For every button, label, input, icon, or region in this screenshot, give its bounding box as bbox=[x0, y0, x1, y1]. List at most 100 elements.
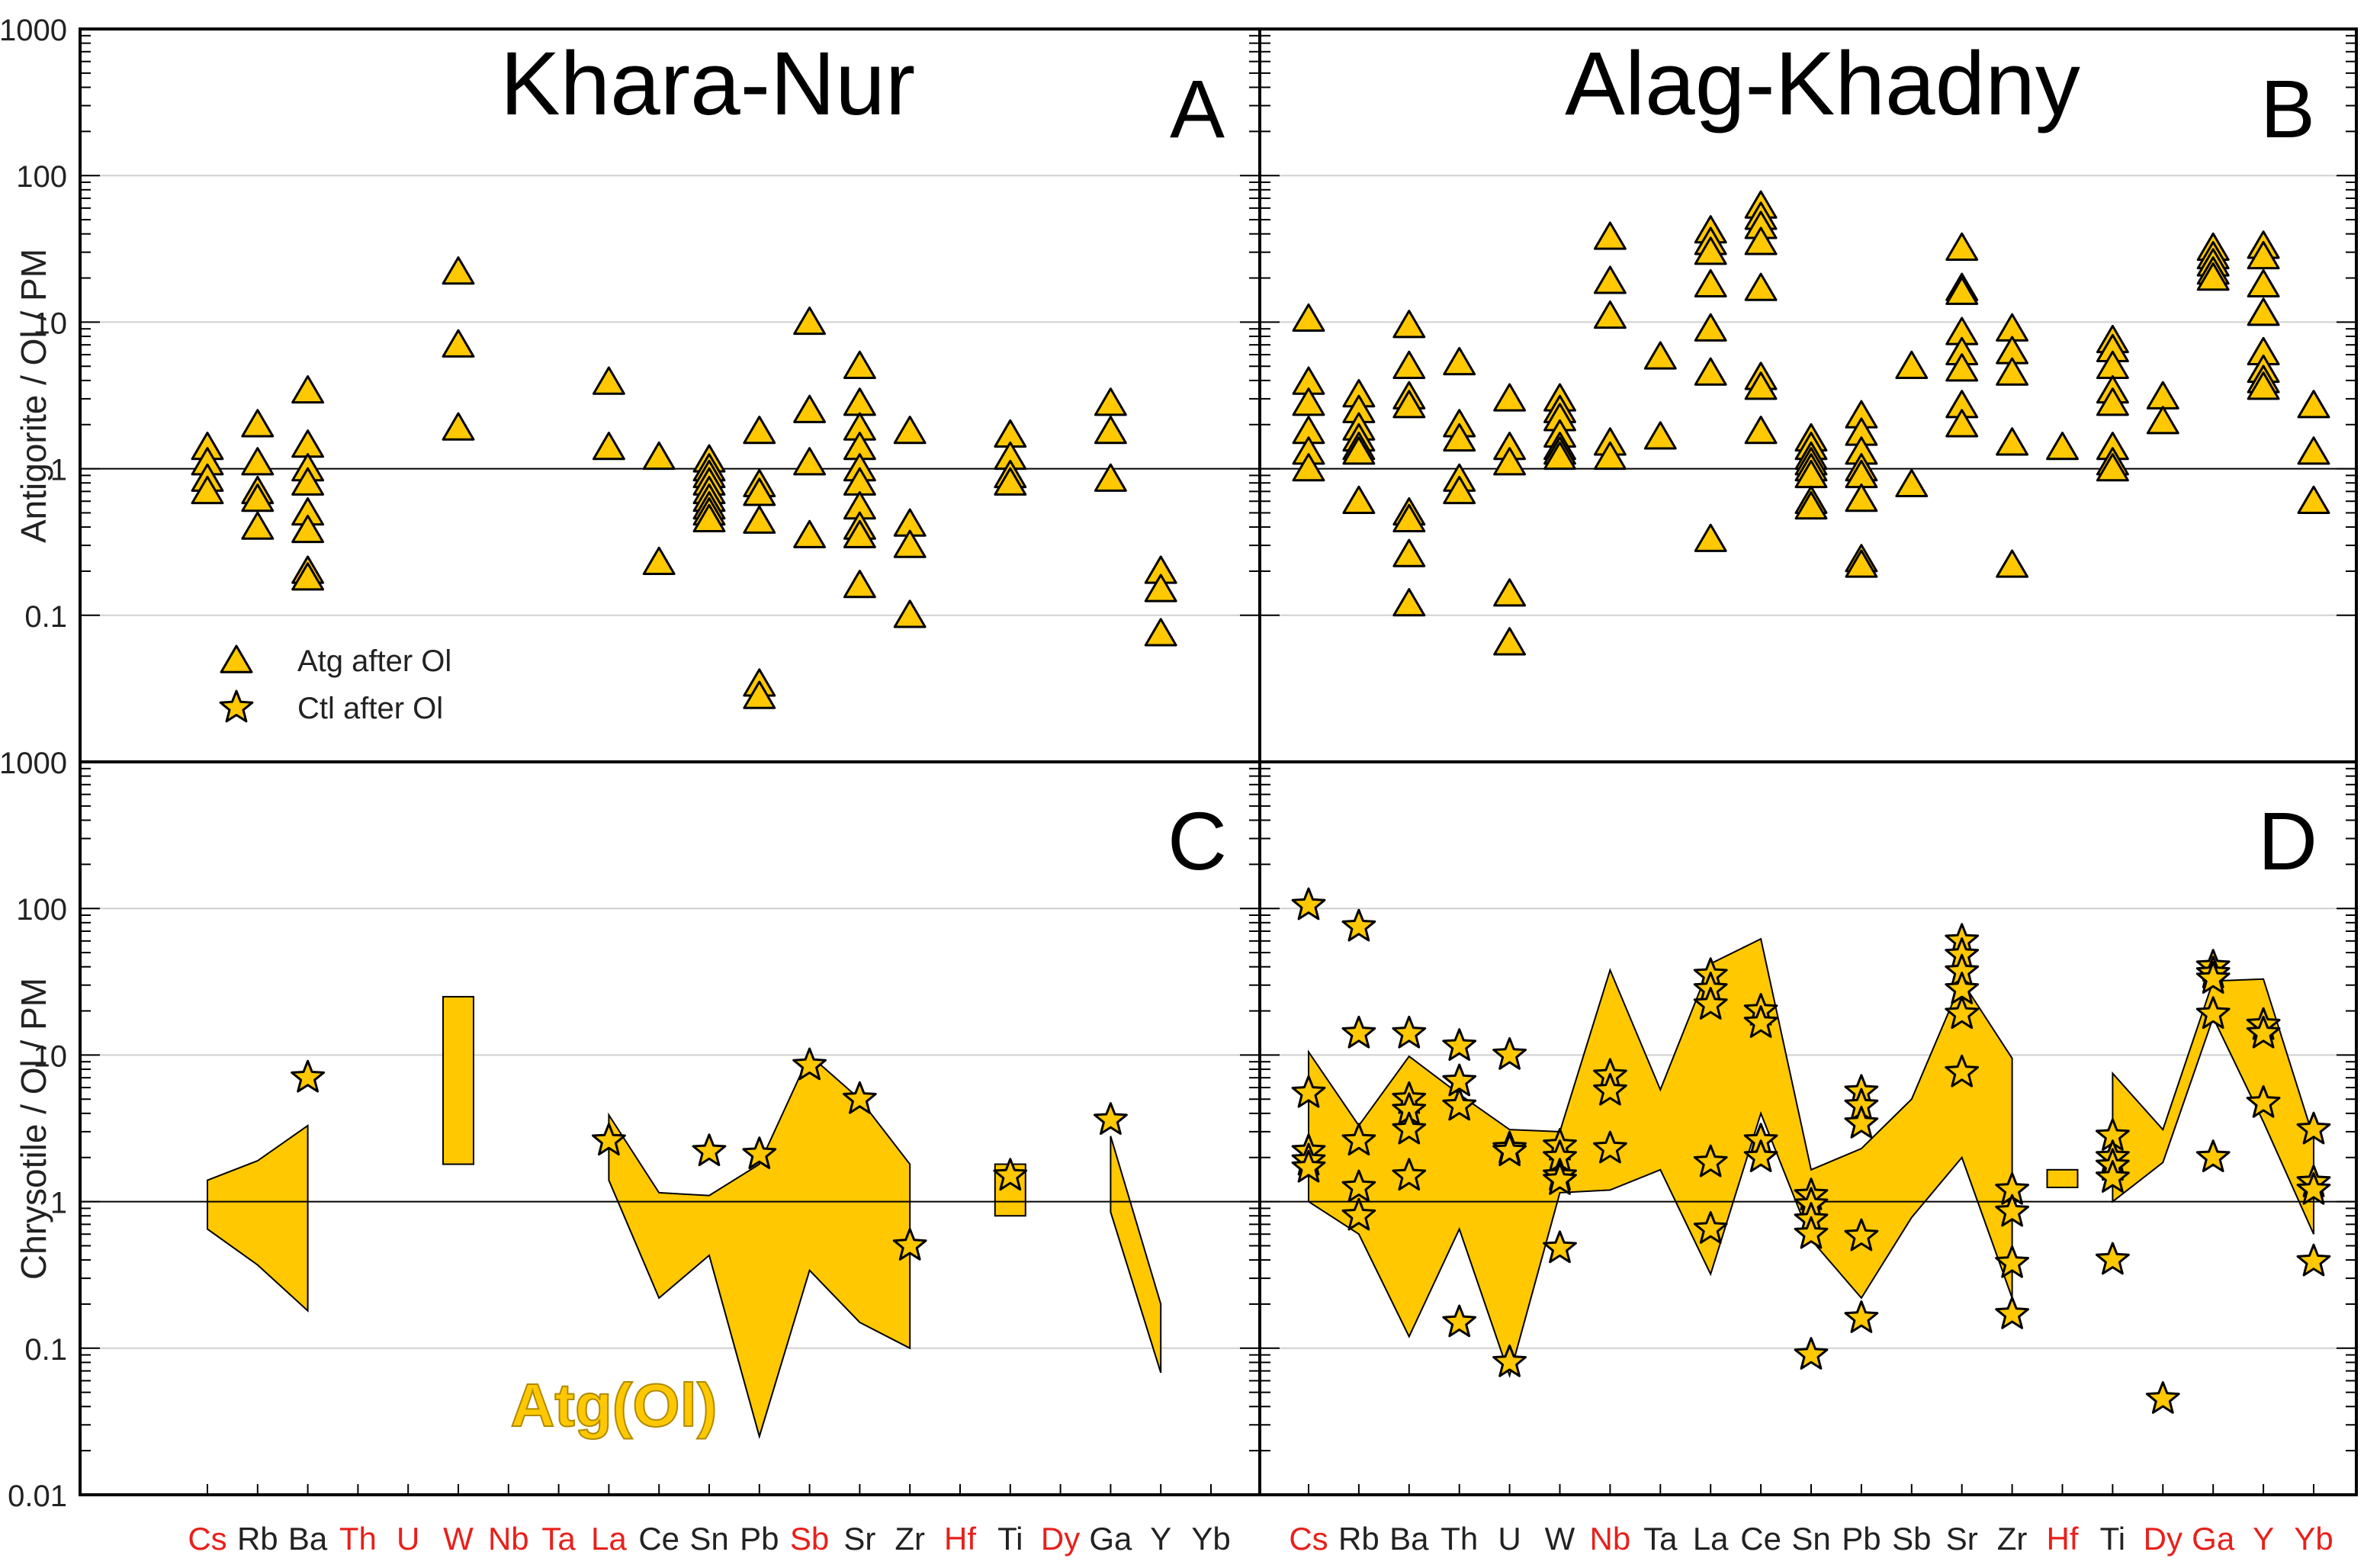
legend-label-atg: Atg after Ol bbox=[297, 644, 451, 678]
panel-d-letter: D bbox=[2258, 795, 2317, 887]
panel-d-star-point bbox=[2145, 1381, 2180, 1414]
panel-b-triangle-point bbox=[2146, 406, 2179, 435]
panel-b-triangle-point bbox=[1493, 447, 1527, 476]
panel-d-star-point bbox=[1341, 1015, 1376, 1049]
panel-b-triangle-point bbox=[2297, 436, 2330, 465]
panel-c-star-point bbox=[892, 1228, 927, 1261]
panel-a-triangle-point bbox=[1094, 416, 1127, 445]
left-x-label-ce: Ce bbox=[638, 1521, 679, 1557]
panel-b-triangle-point bbox=[1744, 272, 1778, 301]
panel-d-star-point bbox=[1844, 1105, 1879, 1139]
panel-d-star-point bbox=[1743, 1005, 1778, 1038]
panel-c-star-point bbox=[291, 1059, 325, 1093]
top-y-tick-label: 1000 bbox=[0, 14, 67, 47]
right-x-label-ga: Ga bbox=[2192, 1521, 2235, 1557]
marker-layer bbox=[191, 190, 2331, 1414]
bottom-y-tick-label: 0.1 bbox=[24, 1333, 67, 1367]
panel-d-star-point bbox=[1442, 1088, 1477, 1121]
panel-d-star-point bbox=[1392, 1015, 1427, 1049]
panel-a-title: Khara-Nur bbox=[500, 34, 915, 134]
legend-star-marker bbox=[219, 689, 254, 723]
panel-b-triangle-point bbox=[2297, 390, 2330, 419]
bottom-y-tick-label: 1 bbox=[50, 1187, 67, 1220]
panel-b-triangle-point bbox=[2247, 371, 2280, 400]
panel-b-triangle-point bbox=[1694, 268, 1727, 298]
bottom-y-tick-label: 100 bbox=[16, 893, 67, 927]
panel-b-triangle-point bbox=[1392, 350, 1426, 379]
panel-d-star-point bbox=[1392, 1111, 1427, 1145]
panel-b-letter: B bbox=[2260, 63, 2315, 155]
right-x-label-sn: Sn bbox=[1791, 1521, 1830, 1557]
panel-a-triangle-point bbox=[241, 447, 275, 476]
top-y-tick-label: 1 bbox=[50, 454, 67, 487]
panel-a-triangle-point bbox=[743, 416, 776, 445]
panel-b-triangle-point bbox=[1895, 468, 1929, 498]
panel-a-triangle-point bbox=[893, 416, 927, 445]
right-x-label-th: Th bbox=[1441, 1521, 1478, 1557]
panel-b-triangle-point bbox=[1593, 221, 1627, 250]
y-axis-label-top: Antigorite / Ol / PM bbox=[14, 249, 53, 543]
panel-a-triangle-point bbox=[592, 366, 625, 395]
panel-b-triangle-point bbox=[1744, 416, 1778, 445]
panel-b-triangle-point bbox=[2297, 485, 2330, 514]
right-x-label-rb: Rb bbox=[1338, 1521, 1380, 1557]
panel-b-triangle-point bbox=[1392, 588, 1426, 617]
panel-b-triangle-point bbox=[1443, 423, 1476, 452]
panel-a-triangle-point bbox=[291, 562, 325, 591]
left-x-label-cs: Cs bbox=[188, 1521, 226, 1557]
panel-d-star-point bbox=[1693, 1211, 1728, 1244]
panel-b-triangle-point bbox=[1945, 409, 1979, 438]
panel-b-triangle-point bbox=[2046, 432, 2079, 461]
panel-a-triangle-point bbox=[442, 256, 475, 285]
right-x-label-ce: Ce bbox=[1740, 1521, 1781, 1557]
panel-d-star-point bbox=[1492, 1036, 1527, 1070]
right-x-label-ba: Ba bbox=[1389, 1521, 1429, 1557]
right-x-label-y: Y bbox=[2253, 1521, 2274, 1557]
panel-d-envelope bbox=[1308, 937, 2013, 1379]
panel-b-triangle-point bbox=[1443, 475, 1476, 505]
right-x-label-sb: Sb bbox=[1892, 1521, 1931, 1557]
frame-layer bbox=[79, 27, 2358, 1496]
right-x-label-hf: Hf bbox=[2047, 1521, 2079, 1557]
left-x-label-y: Y bbox=[1150, 1521, 1171, 1557]
panel-a-triangle-point bbox=[1144, 574, 1177, 602]
panel-a-triangle-point bbox=[843, 519, 876, 548]
left-x-label-u: U bbox=[397, 1521, 419, 1557]
panel-b-triangle-point bbox=[1643, 341, 1677, 370]
panel-d-star-point bbox=[1291, 1149, 1326, 1183]
panel-d-star-point bbox=[1945, 996, 1980, 1030]
panel-a-triangle-point bbox=[793, 394, 827, 423]
panel-d-star-point bbox=[1341, 908, 1376, 942]
panel-a-triangle-point bbox=[743, 505, 776, 534]
panel-a-triangle-point bbox=[241, 511, 275, 540]
panel-a-triangle-point bbox=[793, 447, 827, 476]
panel-d-star-point bbox=[1743, 1139, 1778, 1172]
panel-a-triangle-point bbox=[843, 387, 876, 416]
panel-a-triangle-point bbox=[793, 519, 827, 548]
panel-b-triangle-point bbox=[1643, 421, 1677, 450]
left-x-label-ba: Ba bbox=[288, 1521, 328, 1557]
left-x-label-sr: Sr bbox=[843, 1521, 875, 1557]
panel-d-star-point bbox=[2246, 1015, 2281, 1049]
panel-b-triangle-point bbox=[1744, 227, 1778, 255]
panel-d-star-point bbox=[1693, 1144, 1728, 1178]
bottom-y-tick-label: 1000 bbox=[0, 747, 67, 780]
panel-d-star-point bbox=[1442, 1304, 1477, 1338]
panel-a-triangle-point bbox=[1094, 463, 1127, 492]
panel-d-star-point bbox=[2296, 1171, 2331, 1205]
panel-b-triangle-point bbox=[1392, 310, 1426, 339]
panel-d-star-point bbox=[1392, 1158, 1427, 1191]
panel-b-triangle-point bbox=[1493, 383, 1527, 412]
panel-a-triangle-point bbox=[743, 680, 776, 709]
panel-b-triangle-point bbox=[1543, 441, 1576, 471]
panel-d-star-point bbox=[1995, 1296, 2029, 1329]
panel-b-triangle-point bbox=[1945, 232, 1979, 262]
panel-c-letter: C bbox=[1168, 795, 1227, 887]
panel-a-triangle-point bbox=[843, 570, 876, 599]
panel-d-star-point bbox=[2195, 961, 2231, 994]
left-x-label-sb: Sb bbox=[790, 1521, 829, 1557]
panel-b-triangle-point bbox=[1694, 313, 1727, 342]
panel-d-star-point bbox=[2246, 1084, 2281, 1118]
panel-d-star-point bbox=[2195, 996, 2231, 1030]
